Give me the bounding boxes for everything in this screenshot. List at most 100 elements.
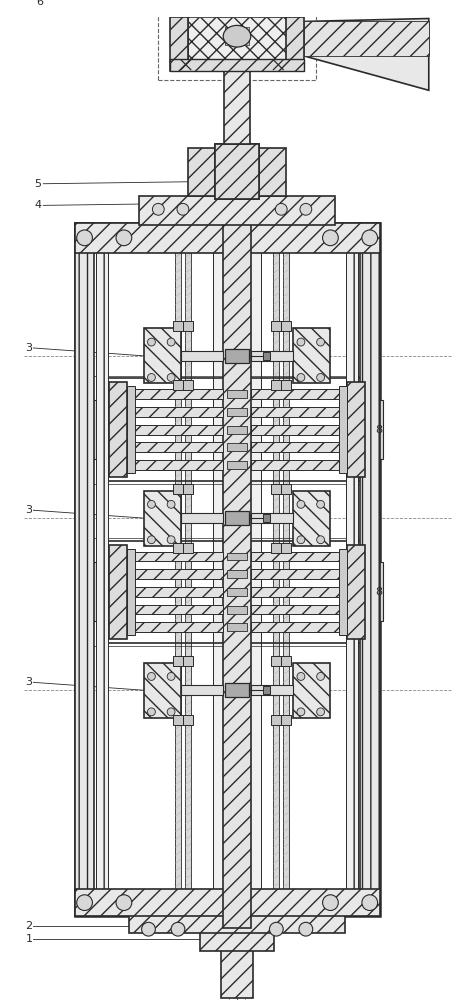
Bar (75, 223, 380, 916)
Bar (347, 545, 365, 639)
Bar (286, 17, 304, 71)
Circle shape (171, 922, 185, 936)
Bar (281, 380, 291, 390)
Bar (272, 715, 281, 725)
Bar (347, 382, 365, 477)
Bar (339, 386, 347, 473)
Bar (185, 251, 191, 889)
Bar (281, 543, 291, 553)
Bar (135, 425, 223, 435)
Bar (251, 685, 293, 695)
Text: 6: 6 (36, 0, 43, 7)
Bar (227, 623, 247, 631)
Circle shape (300, 203, 312, 215)
Bar (183, 715, 193, 725)
Bar (251, 513, 293, 523)
Text: 5: 5 (34, 179, 41, 189)
Bar (263, 352, 271, 360)
Circle shape (317, 374, 325, 381)
Bar (75, 223, 94, 916)
Bar (221, 944, 253, 998)
Bar (135, 569, 223, 579)
Bar (135, 389, 223, 399)
Bar (175, 251, 181, 889)
Bar (183, 380, 193, 390)
Bar (263, 686, 271, 694)
Bar (135, 407, 223, 417)
Bar (304, 21, 429, 56)
Circle shape (147, 500, 155, 508)
Text: 3: 3 (26, 677, 33, 687)
Bar (181, 351, 223, 361)
Bar (173, 543, 183, 553)
Bar (139, 196, 335, 225)
Bar (144, 491, 181, 546)
Bar (135, 442, 223, 452)
Circle shape (275, 203, 287, 215)
Bar (227, 461, 247, 469)
Bar (170, 59, 304, 71)
Bar (173, 321, 183, 331)
Bar (293, 663, 330, 718)
Circle shape (167, 708, 175, 716)
Bar (223, 211, 251, 928)
Bar (227, 570, 247, 578)
Circle shape (77, 230, 92, 246)
Text: 2: 2 (26, 921, 33, 931)
Bar (346, 223, 358, 916)
Bar (135, 587, 223, 597)
Circle shape (142, 922, 155, 936)
Bar (75, 223, 380, 253)
Bar (135, 605, 223, 614)
Text: 4: 4 (34, 200, 41, 210)
Circle shape (167, 673, 175, 680)
Circle shape (167, 374, 175, 381)
Bar (360, 223, 380, 916)
Text: 1: 1 (26, 934, 33, 944)
Bar (183, 656, 193, 666)
Circle shape (77, 895, 92, 911)
Bar (127, 549, 135, 635)
Bar (263, 514, 271, 522)
Bar (272, 484, 281, 494)
Bar (251, 552, 339, 561)
Bar (188, 17, 286, 59)
Circle shape (317, 536, 325, 544)
Bar (135, 552, 223, 561)
Bar (213, 215, 261, 924)
Bar (188, 17, 286, 59)
Bar (181, 513, 223, 523)
Bar (365, 400, 383, 459)
Bar (181, 685, 223, 695)
Circle shape (147, 374, 155, 381)
Bar (251, 389, 339, 399)
Bar (107, 378, 367, 481)
Bar (173, 656, 183, 666)
Bar (272, 656, 281, 666)
Bar (173, 484, 183, 494)
Text: 8: 8 (376, 425, 383, 435)
Bar (215, 144, 259, 199)
Circle shape (317, 338, 325, 346)
Bar (173, 380, 183, 390)
Circle shape (269, 922, 283, 936)
Text: 3: 3 (26, 343, 33, 353)
Bar (183, 484, 193, 494)
Bar (227, 426, 247, 434)
Bar (227, 553, 247, 560)
Circle shape (297, 708, 305, 716)
Bar (227, 408, 247, 416)
Bar (96, 223, 108, 916)
Circle shape (323, 895, 338, 911)
Circle shape (147, 673, 155, 680)
Bar (251, 407, 339, 417)
Bar (281, 321, 291, 331)
Circle shape (317, 708, 325, 716)
Bar (250, 939, 260, 949)
Circle shape (317, 673, 325, 680)
Bar (251, 569, 339, 579)
Circle shape (297, 374, 305, 381)
Circle shape (297, 673, 305, 680)
Bar (281, 484, 291, 494)
Circle shape (167, 500, 175, 508)
